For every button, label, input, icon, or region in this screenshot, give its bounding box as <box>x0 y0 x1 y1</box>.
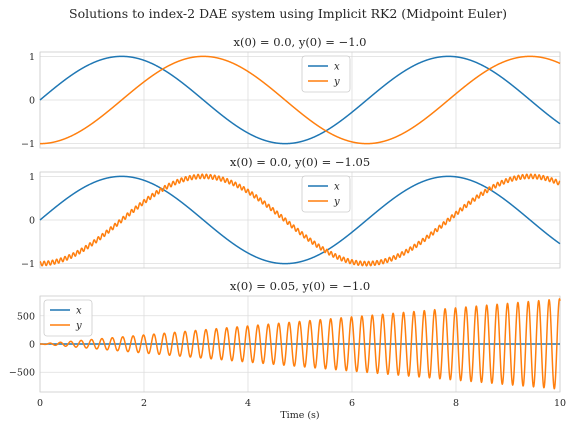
series-line-y <box>39 298 561 390</box>
legend-label-x: x <box>334 62 340 73</box>
y-tick-label: −1 <box>21 259 35 270</box>
legend-label-y: y <box>75 321 82 332</box>
legend-box <box>301 175 351 213</box>
legend-label-y: y <box>333 77 340 88</box>
series-line-x <box>39 55 561 145</box>
legend: xy <box>43 299 93 337</box>
y-tick-label: 1 <box>29 52 35 63</box>
subplot-2: x(0) = 0.0, y(0) = −1.05 −1 0 1 xy <box>21 155 561 270</box>
subplot-title: x(0) = 0.05, y(0) = −1.0 <box>230 279 370 293</box>
legend-label-y: y <box>333 197 340 208</box>
subplot-1: x(0) = 0.0, y(0) = −1.0 −1 0 1 xy <box>21 35 561 150</box>
x-tick-label: 2 <box>141 398 147 409</box>
x-tick-label: 0 <box>37 398 43 409</box>
y-tick-label: −1 <box>21 139 35 150</box>
y-tick-label: 0 <box>29 216 35 227</box>
series-line-y <box>39 173 561 267</box>
x-tick-label: 10 <box>554 398 566 409</box>
x-tick-label: 4 <box>245 398 251 409</box>
legend-label-x: x <box>76 306 82 317</box>
x-tick-label: 8 <box>453 398 459 409</box>
subplot-title: x(0) = 0.0, y(0) = −1.0 <box>234 35 367 49</box>
legend-box <box>301 55 351 93</box>
subplot-title: x(0) = 0.0, y(0) = −1.05 <box>230 155 370 169</box>
y-tick-label: 500 <box>17 311 35 322</box>
figure-title: Solutions to index-2 DAE system using Im… <box>69 6 507 21</box>
legend: xy <box>301 175 351 213</box>
series-line-x <box>39 175 561 265</box>
y-tick-label: 1 <box>29 172 35 183</box>
y-tick-label: 0 <box>29 340 35 351</box>
x-axis-label: Time (s) <box>280 410 319 421</box>
subplot-3: x(0) = 0.05, y(0) = −1.0 −500 0 500 0 2 4 6 8 10 x… <box>9 279 566 409</box>
series-line-y <box>39 55 561 145</box>
legend-label-x: x <box>334 182 340 193</box>
legend-box <box>43 299 93 337</box>
x-tick-label: 6 <box>349 398 355 409</box>
y-tick-label: 0 <box>29 96 35 107</box>
y-tick-label: −500 <box>9 368 35 379</box>
legend: xy <box>301 55 351 93</box>
